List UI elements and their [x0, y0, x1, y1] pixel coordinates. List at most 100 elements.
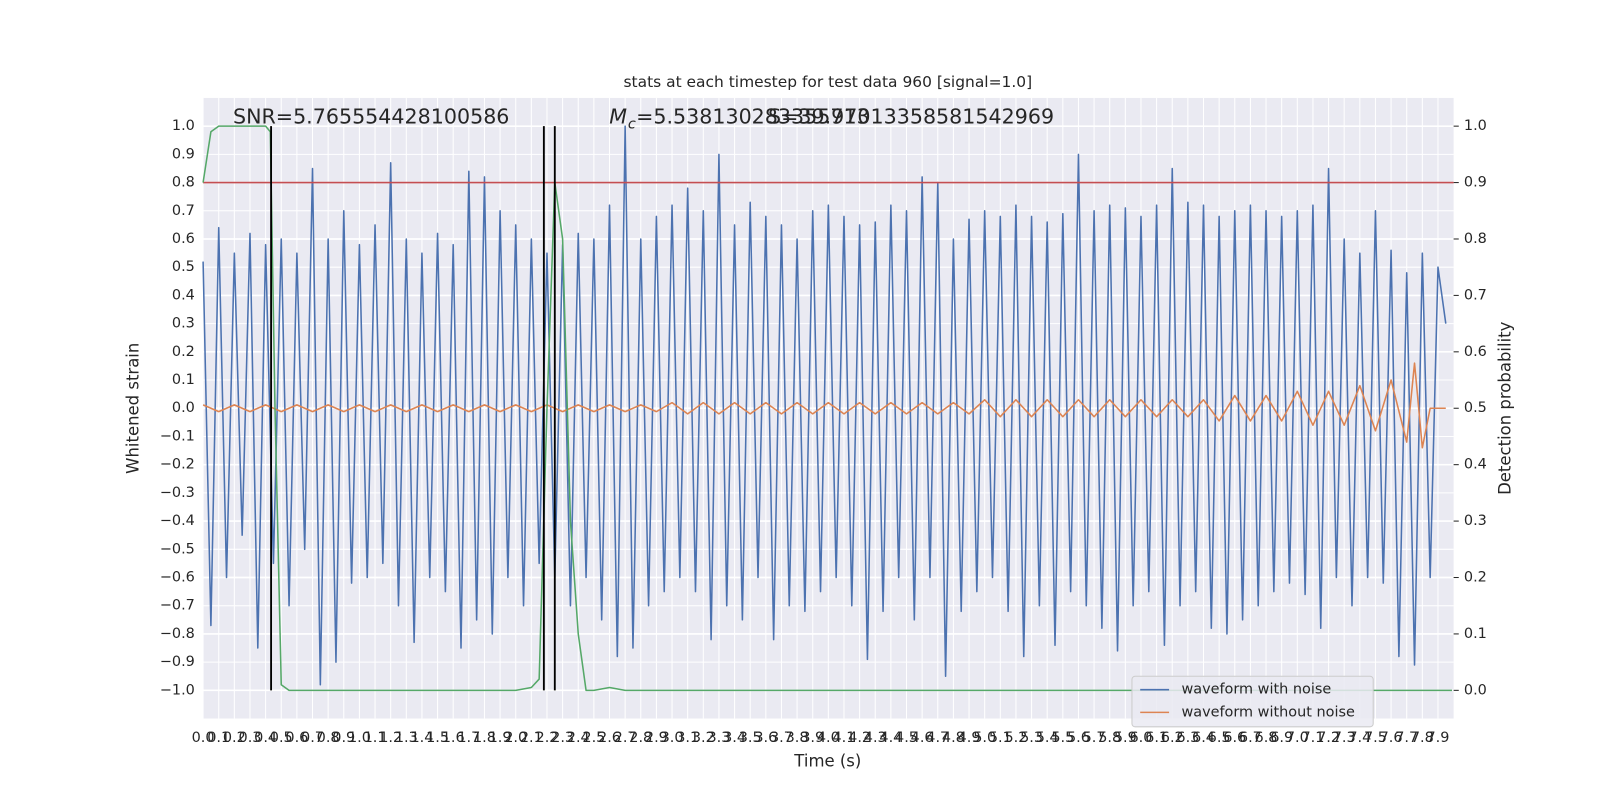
x-tick-label: 5.6 [1067, 730, 1090, 746]
y2-tick-label: 0.5 [1464, 400, 1487, 416]
x-tick-label: 4.4 [879, 730, 902, 746]
x-tick-label: 3.6 [754, 730, 777, 746]
x-tick-label: 5.5 [1051, 730, 1074, 746]
y-tick-label: 0.8 [172, 175, 195, 191]
x-tick-label: 7.1 [1301, 730, 1324, 746]
series-line [202, 125, 1447, 686]
marks [202, 125, 1454, 692]
x-tick-label: 5.8 [1098, 730, 1121, 746]
y-tick-label: −0.9 [160, 654, 195, 670]
y-tick-label: 0.2 [172, 344, 195, 360]
x-tick-label: 2.7 [614, 730, 637, 746]
x-tick-label: 6.9 [1270, 730, 1293, 746]
x-tick-label: 1.7 [457, 730, 480, 746]
x-tick-label: 0.3 [239, 730, 262, 746]
probability-line [202, 125, 1453, 692]
x-tick-label: 7.7 [1395, 730, 1418, 746]
x-tick-label: 2.5 [582, 730, 605, 746]
y2-tick-label: 0.2 [1464, 570, 1487, 586]
y-tick-label: 0.5 [172, 259, 195, 275]
y-tick-label: −0.6 [160, 570, 195, 586]
mc-subscript: c [628, 117, 636, 133]
x-tick-label: 4.3 [864, 730, 887, 746]
y-tick-label: −0.2 [160, 457, 195, 473]
x-tick-label: 7.9 [1427, 730, 1450, 746]
x-tick-label: 0.5 [270, 730, 293, 746]
x-tick-label: 4.6 [911, 730, 934, 746]
y-tick-label: −0.4 [160, 513, 195, 529]
x-tick-label: 6.5 [1208, 730, 1231, 746]
x-tick-label: 4.5 [895, 730, 918, 746]
y-tick-label: 0.0 [172, 400, 195, 416]
x-tick-label: 2.6 [598, 730, 621, 746]
x-tick-label: 7.8 [1411, 730, 1434, 746]
x-tick-label: 0.9 [332, 730, 355, 746]
y2-tick-label: 0.7 [1464, 287, 1487, 303]
x-tick-label: 4.8 [942, 730, 965, 746]
x-tick-label: 4.0 [817, 730, 840, 746]
x-tick-label: 7.3 [1333, 730, 1356, 746]
x-tick-label: 0.1 [207, 730, 230, 746]
y2-tick-label: 0.0 [1464, 682, 1487, 698]
x-tick-label: 4.1 [833, 730, 856, 746]
x-tick-label: 1.9 [489, 730, 512, 746]
mc-annotation: =5.538130283355713 [636, 105, 870, 129]
x-tick-label: 6.7 [1239, 730, 1262, 746]
y-tick-label: 0.4 [172, 287, 195, 303]
x-tick-label: 4.9 [958, 730, 981, 746]
x-tick-label: 7.0 [1286, 730, 1309, 746]
y2-axis-label: Detection probability [1496, 321, 1515, 495]
x-tick-label: 6.4 [1192, 730, 1215, 746]
y2-tick-label: 0.4 [1464, 457, 1487, 473]
y-tick-label: −0.3 [160, 485, 195, 501]
legend: waveform with noise waveform without nois… [1131, 675, 1374, 728]
x-tick-label: 0.7 [301, 730, 324, 746]
y-axis-label: Whitened strain [124, 343, 143, 474]
y-tick-label: −0.8 [160, 626, 195, 642]
x-tick-label: 1.2 [379, 730, 402, 746]
x-tick-label: 6.1 [1145, 730, 1168, 746]
x-tick-label: 1.5 [426, 730, 449, 746]
y2-tick-label: 0.3 [1464, 513, 1487, 529]
x-tick-label: 2.9 [645, 730, 668, 746]
x-tick-label: 2.4 [567, 730, 590, 746]
x-tick-label: 5.1 [989, 730, 1012, 746]
legend-label: waveform with noise [1181, 682, 1331, 698]
chart-title: stats at each timestep for test data 960… [624, 73, 1033, 91]
x-tick-label: 6.2 [1161, 730, 1184, 746]
mc-symbol: M [609, 105, 627, 129]
y2-tick-label: 1.0 [1464, 118, 1487, 134]
x-tick-label: 5.4 [1036, 730, 1059, 746]
x-tick-label: 5.3 [1020, 730, 1043, 746]
x-tick-label: 1.3 [395, 730, 418, 746]
x-tick-label: 6.6 [1223, 730, 1246, 746]
legend-box [1131, 675, 1374, 728]
x-tick-label: 0.8 [317, 730, 340, 746]
second-annotation: S=39.97013358581542969 [768, 105, 1054, 129]
x-tick-label: 2.1 [520, 730, 543, 746]
y-tick-label: 0.3 [172, 316, 195, 332]
x-tick-label: 3.9 [801, 730, 824, 746]
x-tick-label: 5.9 [1114, 730, 1137, 746]
x-tick-label: 3.4 [723, 730, 746, 746]
series-line [202, 362, 1446, 449]
x-tick-label: 3.2 [692, 730, 715, 746]
x-tick-label: 3.0 [661, 730, 684, 746]
x-tick-label: 0.6 [285, 730, 308, 746]
x-tick-label: 3.5 [739, 730, 762, 746]
x-tick-label: 1.4 [410, 730, 433, 746]
x-tick-label: 6.3 [1176, 730, 1199, 746]
x-tick-label: 7.5 [1364, 730, 1387, 746]
y2-tick-label: 0.6 [1464, 344, 1487, 360]
snr-annotation: SNR=5.765554428100586 [233, 105, 509, 129]
y-tick-label: −1.0 [160, 682, 195, 698]
x-tick-label: 7.6 [1380, 730, 1403, 746]
x-tick-label: 6.0 [1130, 730, 1153, 746]
x-tick-label: 4.2 [848, 730, 871, 746]
x-tick-label: 6.8 [1255, 730, 1278, 746]
x-tick-label: 0.0 [192, 730, 215, 746]
y2-tick-label: 0.8 [1464, 231, 1487, 247]
x-tick-label: 3.7 [770, 730, 793, 746]
x-tick-label: 5.7 [1083, 730, 1106, 746]
